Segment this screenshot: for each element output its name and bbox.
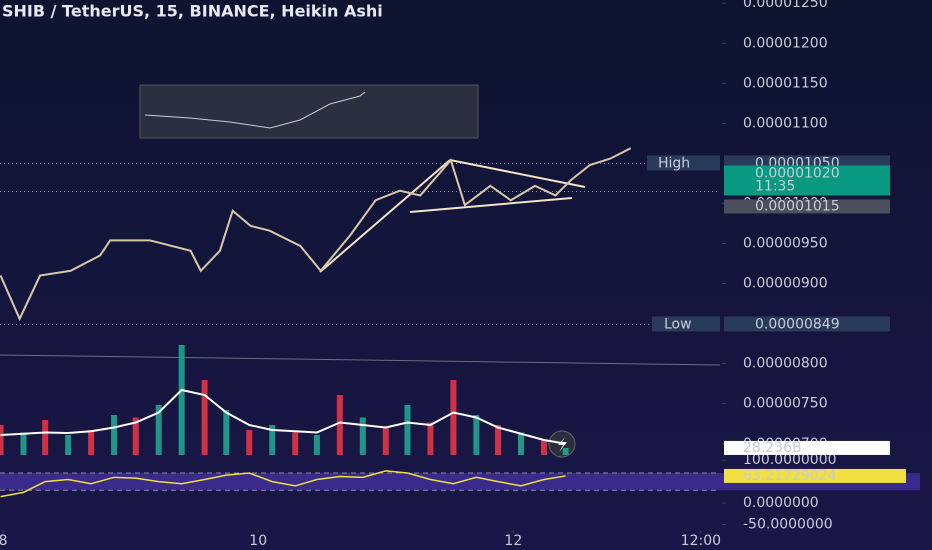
prev-price: 0.00001015 xyxy=(755,198,840,214)
volume-bar xyxy=(540,440,547,455)
volume-bar xyxy=(201,380,208,455)
volume-bar xyxy=(0,425,4,455)
x-tick-label: 10 xyxy=(249,533,267,549)
last-price: 0.00001020 xyxy=(755,165,840,181)
y-tick-label: 0.00000750 xyxy=(743,396,828,412)
inset-line xyxy=(144,91,366,129)
volume-last-box xyxy=(724,440,890,455)
volume-bar xyxy=(517,432,524,455)
volume-last: 28.236B xyxy=(743,440,802,456)
volume-bar xyxy=(495,425,502,455)
volume-bar xyxy=(562,447,569,455)
y-tick-label: 0.00000950 xyxy=(743,236,828,252)
volume-bar xyxy=(404,405,411,455)
volume-bar xyxy=(88,430,95,455)
volume-bar xyxy=(65,435,72,455)
volume-bar xyxy=(450,380,457,455)
drawing-line xyxy=(409,197,573,213)
x-tick-label: 8 xyxy=(0,533,8,549)
volume-bar xyxy=(382,427,389,455)
x-tick-label: 12 xyxy=(504,533,522,549)
high-name-box xyxy=(647,155,720,171)
rsi-last-box xyxy=(724,468,906,483)
volume-bar xyxy=(336,395,343,455)
drawing-line xyxy=(319,159,451,273)
rsi-tick-label: -50.0000000 xyxy=(743,517,833,533)
volume-bar xyxy=(111,415,118,455)
rsi-tick-label: 0.0000000 xyxy=(743,495,819,511)
volume-bar xyxy=(292,432,299,455)
low-value: 0.00000849 xyxy=(755,316,840,332)
volume-bar xyxy=(42,420,49,455)
volume-bar xyxy=(155,405,162,455)
y-tick-label: 0.00001100 xyxy=(743,115,828,131)
volume-bar xyxy=(223,410,230,455)
volume-bar xyxy=(269,425,276,455)
y-tick-label: 0.00001150 xyxy=(743,75,828,91)
high-name: High xyxy=(658,155,690,171)
inset-thumbnail xyxy=(139,84,479,139)
y-tick-label: 0.00001200 xyxy=(743,35,828,51)
volume-bar xyxy=(473,415,480,455)
rsi-last: 63.21729024 xyxy=(743,468,837,484)
volume-bar xyxy=(427,422,434,455)
trend-line xyxy=(0,354,721,366)
volume-bar xyxy=(313,435,320,455)
countdown: 11:35 xyxy=(755,178,795,194)
drawing-line xyxy=(449,159,586,188)
y-tick-label: 0.00001250 xyxy=(743,0,828,11)
volume-bar xyxy=(178,345,185,455)
volume-bar xyxy=(20,432,27,455)
low-value-box xyxy=(724,316,890,332)
y-tick-label: 0.00000900 xyxy=(743,276,828,292)
volume-bar xyxy=(246,430,253,455)
volume-ma xyxy=(0,388,566,445)
volume-bar xyxy=(359,417,366,455)
chart-title: SHIB / TetherUS, 15, BINANCE, Heikin Ash… xyxy=(2,2,383,21)
x-tick-label: 12:00 xyxy=(681,533,721,549)
lightning xyxy=(558,437,567,452)
last-price-box xyxy=(724,165,890,196)
low-name-box xyxy=(652,316,720,332)
prev-price-box xyxy=(724,199,890,214)
low-name: Low xyxy=(664,316,692,332)
y-tick-label: 0.00000800 xyxy=(743,356,828,372)
volume-bar xyxy=(132,417,139,455)
rsi-tick-label: 100.0000000 xyxy=(743,452,837,468)
price-line xyxy=(0,147,632,322)
rsi-line xyxy=(0,470,566,498)
